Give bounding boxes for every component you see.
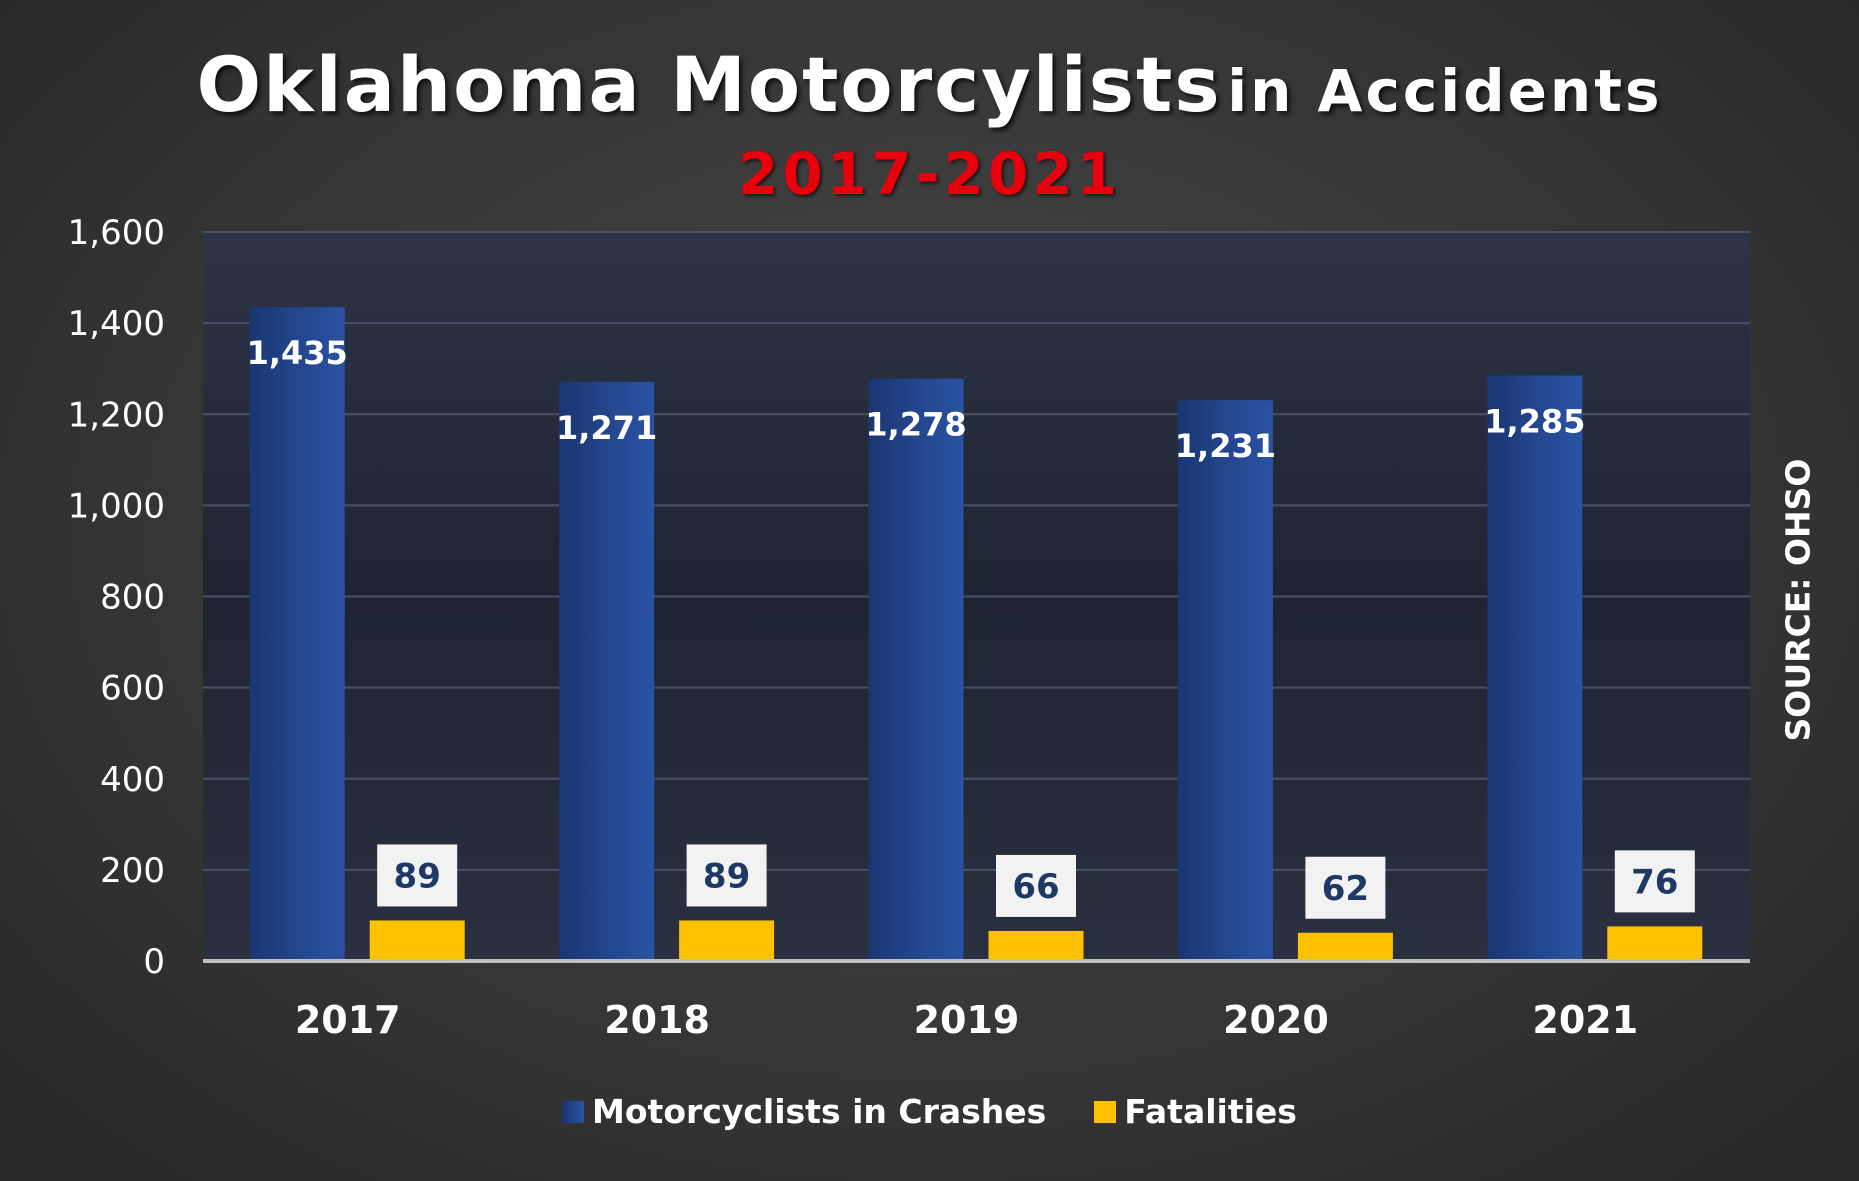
- x-tick-label: 2017: [295, 998, 401, 1042]
- data-label-fatalities: 89: [703, 856, 750, 896]
- bar-fatalities: [1607, 926, 1703, 961]
- y-tick-label: 1,600: [68, 213, 165, 253]
- bar-crashes: [1177, 400, 1273, 961]
- bar-crashes: [559, 381, 655, 961]
- y-tick-label: 600: [100, 669, 165, 709]
- data-label-fatalities: 76: [1631, 862, 1678, 902]
- legend-swatch-fatalities: [1094, 1100, 1117, 1123]
- bar-fatalities: [1297, 932, 1393, 961]
- legend-swatch-crashes: [562, 1100, 585, 1123]
- data-label-fatalities: 66: [1012, 867, 1059, 907]
- y-tick-label: 800: [100, 578, 165, 618]
- y-tick-label: 1,000: [68, 486, 165, 526]
- data-label-box-fatalities: [996, 854, 1076, 917]
- data-label-crashes: 1,278: [865, 406, 966, 444]
- legend-item-crashes: Motorcyclists in Crashes: [562, 1092, 1046, 1131]
- data-label-crashes: 1,231: [1175, 427, 1276, 465]
- y-tick-label: 200: [100, 851, 165, 891]
- data-label-crashes: 1,271: [556, 409, 657, 447]
- y-tick-label: 1,200: [68, 395, 165, 435]
- legend: Motorcyclists in Crashes Fatalities: [0, 1092, 1859, 1131]
- legend-label-crashes: Motorcyclists in Crashes: [592, 1092, 1047, 1131]
- x-tick-label: 2018: [604, 998, 710, 1042]
- chart-title: Oklahoma Motorcylists in Accidents: [0, 40, 1859, 129]
- data-label-box-fatalities: [1305, 856, 1386, 919]
- bar-fatalities: [369, 920, 465, 961]
- legend-label-fatalities: Fatalities: [1124, 1092, 1297, 1131]
- y-tick-label: 400: [100, 760, 165, 800]
- source-text: SOURCE: OHSO: [1778, 458, 1818, 742]
- data-label-box-fatalities: [1614, 850, 1695, 913]
- chart-subtitle: 2017-2021: [738, 140, 1121, 208]
- chart-title-part2: in Accidents: [1227, 57, 1663, 125]
- chart-title-part1: Oklahoma Motorcylists: [196, 40, 1222, 129]
- y-tick-label: 0: [143, 942, 165, 982]
- data-label-fatalities: 62: [1322, 869, 1369, 909]
- data-label-fatalities: 89: [394, 856, 441, 896]
- legend-item-fatalities: Fatalities: [1094, 1092, 1297, 1131]
- data-label-crashes: 1,435: [247, 334, 348, 372]
- bar-fatalities: [988, 930, 1084, 961]
- x-tick-label: 2020: [1223, 998, 1329, 1042]
- data-label-box-fatalities: [377, 844, 458, 907]
- bar-crashes: [249, 307, 345, 962]
- bar-crashes: [868, 378, 964, 961]
- y-tick-label: 1,400: [68, 304, 165, 344]
- x-tick-label: 2021: [1532, 998, 1638, 1042]
- x-tick-label: 2019: [914, 998, 1020, 1042]
- data-label-crashes: 1,285: [1484, 403, 1585, 441]
- bar-crashes: [1487, 375, 1583, 962]
- bar-fatalities: [679, 920, 775, 961]
- data-label-box-fatalities: [686, 844, 767, 907]
